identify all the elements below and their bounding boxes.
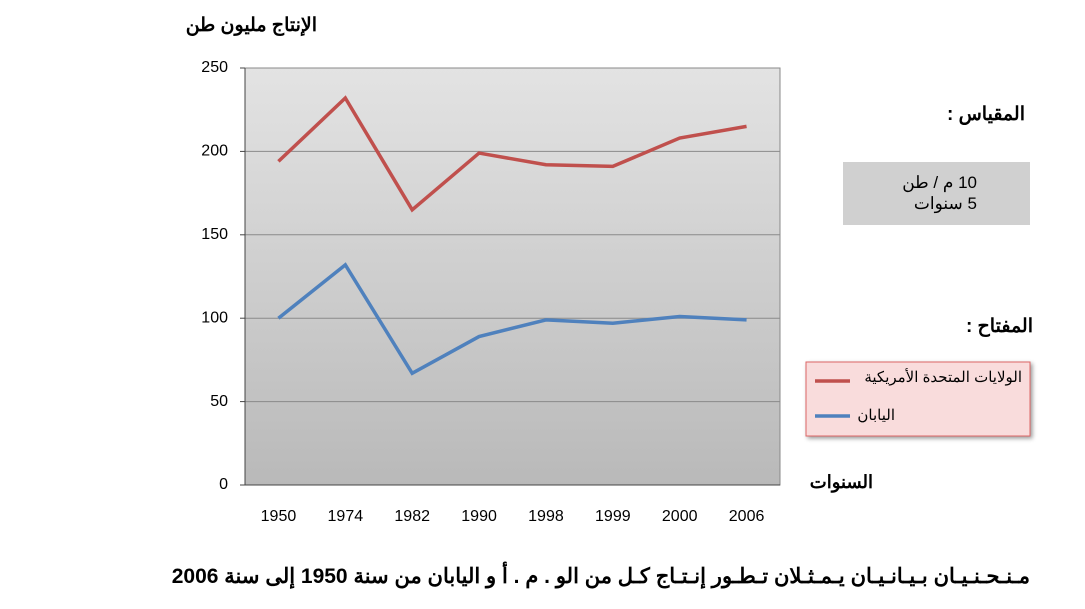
x-tick-label: 1950 (261, 508, 297, 525)
scale-title: المقياس : (947, 104, 1025, 125)
legend-box (805, 361, 1031, 437)
series-line (277, 95, 747, 213)
y-axis-title: الإنتاج مليون طن (185, 15, 317, 36)
scale-line: 5 سنوات (913, 194, 977, 213)
legend-label: اليابان (857, 407, 895, 424)
x-tick-label: 1990 (461, 508, 497, 525)
y-tick-label: 250 (201, 59, 228, 76)
legend-title: المفتاح : (965, 316, 1033, 337)
y-tick-label: 150 (201, 226, 228, 243)
scale-text: 10 م / طن 5 سنوات (902, 172, 977, 214)
x-tick-label: 2006 (729, 508, 765, 525)
x-axis-title: السنوات (809, 472, 873, 492)
x-tick-label: 1982 (394, 508, 430, 525)
x-tick-label: 1998 (528, 508, 564, 525)
plot-area (244, 67, 781, 486)
scale-line: 10 م / طن (902, 173, 977, 192)
scale-box (843, 162, 1030, 225)
y-tick-label: 50 (210, 393, 228, 410)
series-line (277, 262, 747, 376)
y-tick-label: 200 (201, 143, 228, 160)
caption: مـنـحـنـيـان بـيـانـيـان يـمـثـلان تـطـو… (171, 565, 1030, 588)
y-tick-label: 100 (201, 309, 228, 326)
y-tick-label: 0 (219, 476, 228, 493)
x-tick-label: 1999 (595, 508, 631, 525)
x-tick-label: 2000 (662, 508, 698, 525)
legend-label: الولايات المتحدة الأمريكية (864, 369, 1022, 386)
x-tick-label: 1974 (328, 508, 364, 525)
